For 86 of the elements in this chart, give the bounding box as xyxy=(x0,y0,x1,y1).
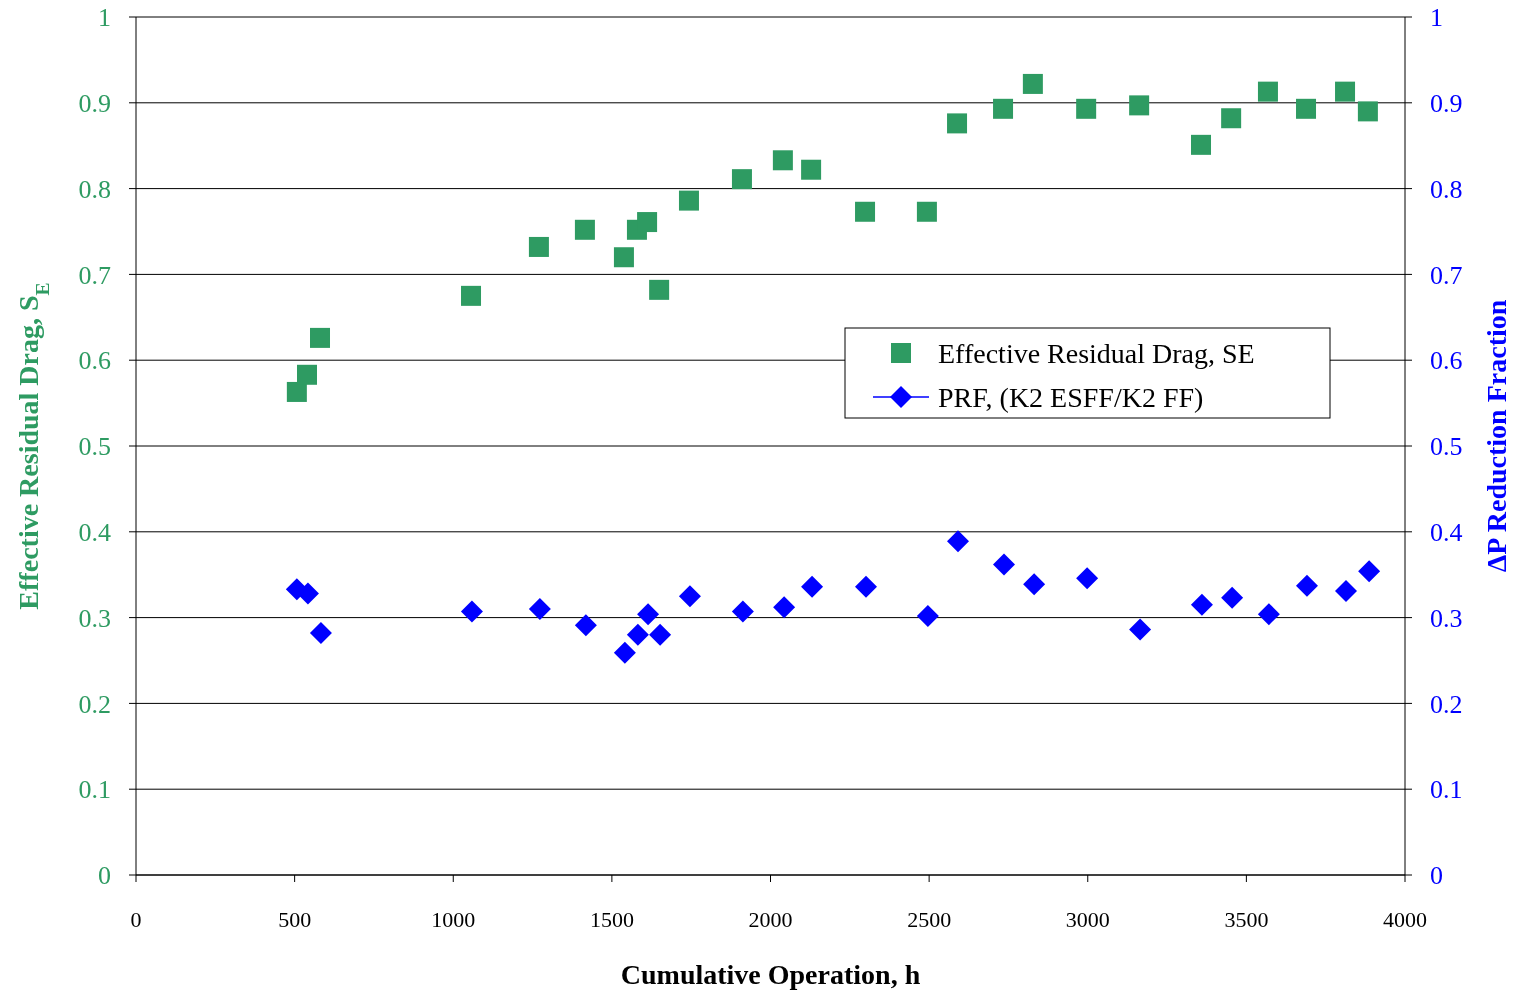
x-tick-label: 0 xyxy=(130,907,142,932)
point xyxy=(1076,98,1097,119)
y-tick-label: 0.2 xyxy=(78,689,111,719)
point xyxy=(461,285,482,306)
x-tick-label: 3500 xyxy=(1224,907,1269,932)
point xyxy=(1129,618,1152,641)
point xyxy=(801,159,822,180)
point xyxy=(1221,586,1244,609)
point xyxy=(1257,603,1280,626)
point xyxy=(946,530,969,553)
x-tick-label: 500 xyxy=(278,907,312,932)
point xyxy=(1023,573,1046,596)
point xyxy=(613,641,636,664)
point xyxy=(528,236,549,257)
point xyxy=(678,585,701,608)
y2-tick-label: 1 xyxy=(1430,3,1443,33)
point xyxy=(626,623,649,646)
y2-tick-label: 0.5 xyxy=(1430,432,1463,462)
point xyxy=(1334,580,1357,602)
point xyxy=(286,381,307,402)
point xyxy=(731,600,754,623)
point xyxy=(773,596,796,619)
point xyxy=(1076,567,1099,590)
y2-tick-label: 0.7 xyxy=(1430,260,1463,290)
point xyxy=(801,575,824,598)
point xyxy=(1358,560,1381,583)
point xyxy=(1257,81,1278,102)
y-tick-label: 0.5 xyxy=(78,432,111,462)
point xyxy=(993,98,1014,119)
legend-label: Effective Residual Drag, SE xyxy=(938,337,1255,369)
y-tick-label: 0 xyxy=(98,861,111,891)
point xyxy=(1191,134,1212,155)
point xyxy=(1022,73,1043,94)
point xyxy=(310,327,331,348)
point xyxy=(916,201,937,222)
y2-tick-label: 0.4 xyxy=(1430,517,1463,547)
y-tick-label: 0.3 xyxy=(78,603,111,633)
point xyxy=(528,598,551,621)
point xyxy=(1335,81,1356,102)
point xyxy=(854,575,877,598)
y2-tick-label: 0.9 xyxy=(1430,88,1463,118)
y2-tick-label: 0.6 xyxy=(1430,346,1463,376)
y-tick-label: 0.8 xyxy=(78,174,111,204)
point xyxy=(993,553,1015,576)
y-tick-label: 0.6 xyxy=(78,346,111,376)
point xyxy=(297,364,317,385)
point xyxy=(637,603,660,626)
point xyxy=(1295,574,1318,597)
y-tick-label: 0.9 xyxy=(78,88,111,118)
y-tick-label: 0.4 xyxy=(78,517,111,547)
point xyxy=(574,614,597,637)
y2-tick-label: 0.2 xyxy=(1430,689,1463,719)
y-tick-label: 0.1 xyxy=(78,775,111,805)
point xyxy=(731,169,752,190)
x-tick-label: 4000 xyxy=(1383,907,1427,932)
point xyxy=(613,247,634,268)
point xyxy=(574,219,595,240)
point xyxy=(460,600,483,623)
point xyxy=(855,201,876,222)
y2-tick-label: 0.8 xyxy=(1430,174,1463,204)
point xyxy=(649,623,672,646)
x-tick-label: 3000 xyxy=(1065,907,1110,932)
point xyxy=(772,150,793,171)
point xyxy=(947,113,968,134)
x-tick-label: 2000 xyxy=(748,907,793,932)
y2-tick-label: 0 xyxy=(1430,861,1443,891)
y-tick-label: 0.7 xyxy=(78,260,111,290)
x-tick-label: 1500 xyxy=(589,907,634,932)
point xyxy=(1190,593,1213,616)
x-axis-title: Cumulative Operation, h xyxy=(620,959,921,990)
x-tick-label: 2500 xyxy=(907,907,952,932)
y2-tick-label: 0.1 xyxy=(1430,775,1463,805)
legend-label: PRF, (K2 ESFF/K2 FF) xyxy=(938,381,1204,413)
point xyxy=(1129,95,1150,116)
point xyxy=(678,190,699,211)
point xyxy=(916,604,939,627)
point xyxy=(309,622,332,645)
x-tick-label: 1000 xyxy=(431,907,476,932)
point xyxy=(649,279,670,300)
point xyxy=(1357,101,1378,122)
y2-axis-title: ΔP Reduction Fraction xyxy=(1481,299,1512,573)
point xyxy=(1221,108,1242,129)
point xyxy=(637,212,658,233)
y-tick-label: 1 xyxy=(98,3,111,33)
point xyxy=(1296,98,1317,119)
y2-tick-label: 0.3 xyxy=(1430,603,1463,633)
